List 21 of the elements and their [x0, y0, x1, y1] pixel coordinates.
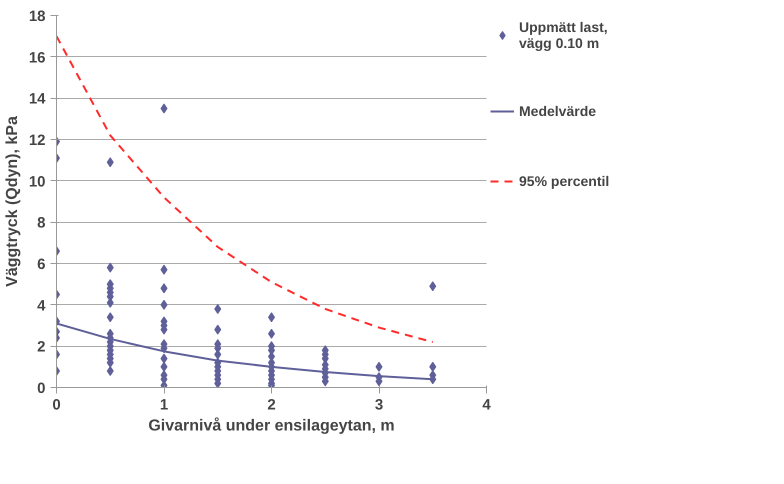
y-tick-label: 4: [37, 297, 46, 314]
y-tick-label: 14: [28, 90, 46, 108]
y-tick-label: 18: [28, 8, 46, 25]
y-tick-label: 0: [37, 380, 46, 397]
y-tick-label: 6: [37, 256, 46, 273]
x-tick-label: 4: [482, 396, 492, 414]
x-tick-label: 3: [374, 396, 384, 414]
legend-label: Medelvärde: [519, 103, 596, 119]
legend-label: 95% percentil: [519, 173, 610, 189]
legend-label: Uppmätt last, vägg 0.10 m: [519, 19, 608, 51]
x-tick-label: 2: [267, 396, 276, 414]
y-axis-title: Väggtryck (Qdyn), kPa: [4, 116, 21, 287]
y-tick-label: 8: [37, 214, 46, 232]
y-tick-label: 16: [28, 49, 46, 66]
x-axis-title: Givarnivå under ensilageytan, m: [148, 416, 395, 434]
x-tick-label: 1: [160, 396, 168, 414]
y-tick-label: 12: [28, 132, 46, 149]
line-series: [56, 35, 434, 344]
y-tick-label: 2: [37, 338, 46, 356]
x-tick-label: 0: [52, 396, 61, 414]
y-tick-label: 10: [28, 173, 46, 190]
